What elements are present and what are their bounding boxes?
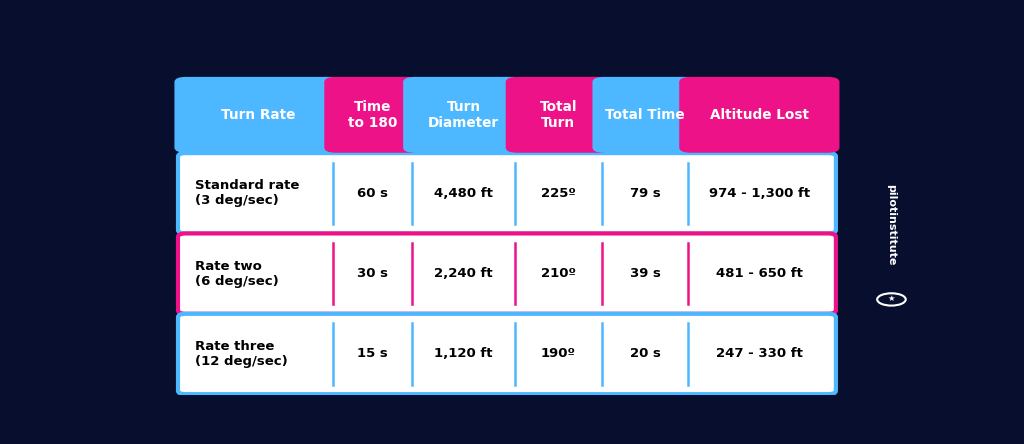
Text: Altitude Lost: Altitude Lost <box>710 108 809 122</box>
Text: 481 - 650 ft: 481 - 650 ft <box>716 267 803 280</box>
FancyBboxPatch shape <box>403 77 524 153</box>
FancyBboxPatch shape <box>679 77 840 153</box>
Text: 79 s: 79 s <box>630 187 660 200</box>
Text: 1,120 ft: 1,120 ft <box>434 348 493 361</box>
FancyBboxPatch shape <box>178 234 836 314</box>
Text: 15 s: 15 s <box>357 348 388 361</box>
Text: Standard rate
(3 deg/sec): Standard rate (3 deg/sec) <box>195 179 299 207</box>
Text: Total
Turn: Total Turn <box>540 100 577 130</box>
FancyBboxPatch shape <box>178 153 836 234</box>
Text: Rate three
(12 deg/sec): Rate three (12 deg/sec) <box>195 340 288 368</box>
Text: Rate two
(6 deg/sec): Rate two (6 deg/sec) <box>195 260 279 288</box>
Text: 225º: 225º <box>541 187 575 200</box>
Text: 210º: 210º <box>541 267 575 280</box>
Text: 39 s: 39 s <box>630 267 660 280</box>
FancyBboxPatch shape <box>506 77 610 153</box>
Text: ★: ★ <box>888 293 895 302</box>
FancyBboxPatch shape <box>178 314 836 394</box>
Text: Time
to 180: Time to 180 <box>348 100 397 130</box>
Text: 190º: 190º <box>541 348 575 361</box>
Text: 974 - 1,300 ft: 974 - 1,300 ft <box>709 187 810 200</box>
Text: Total Time: Total Time <box>605 108 685 122</box>
Text: 2,240 ft: 2,240 ft <box>434 267 493 280</box>
FancyBboxPatch shape <box>174 77 343 153</box>
FancyBboxPatch shape <box>325 77 422 153</box>
Text: 4,480 ft: 4,480 ft <box>434 187 493 200</box>
Text: Turn Rate: Turn Rate <box>221 108 296 122</box>
Text: 20 s: 20 s <box>630 348 660 361</box>
Text: pilotinstitute: pilotinstitute <box>887 183 896 265</box>
Text: 60 s: 60 s <box>357 187 388 200</box>
FancyBboxPatch shape <box>593 77 697 153</box>
Text: Turn
Diameter: Turn Diameter <box>428 100 499 130</box>
Text: 247 - 330 ft: 247 - 330 ft <box>716 348 803 361</box>
Text: 30 s: 30 s <box>357 267 388 280</box>
